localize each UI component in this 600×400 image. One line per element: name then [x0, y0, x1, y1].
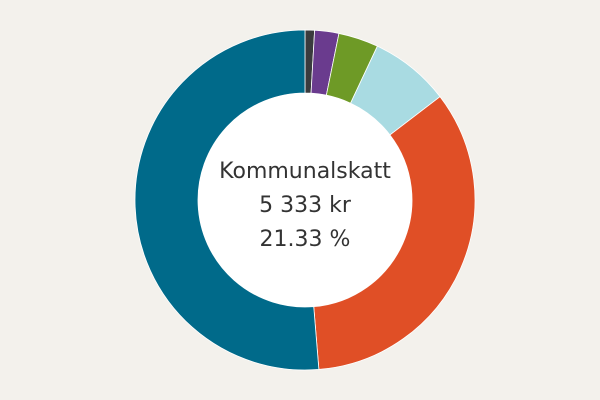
center-amount: 5 333 kr — [259, 193, 352, 218]
center-share: 21.33 % — [260, 227, 351, 252]
donut-hole — [198, 93, 412, 307]
donut — [134, 29, 476, 371]
center-name: Kommunalskatt — [219, 159, 391, 184]
